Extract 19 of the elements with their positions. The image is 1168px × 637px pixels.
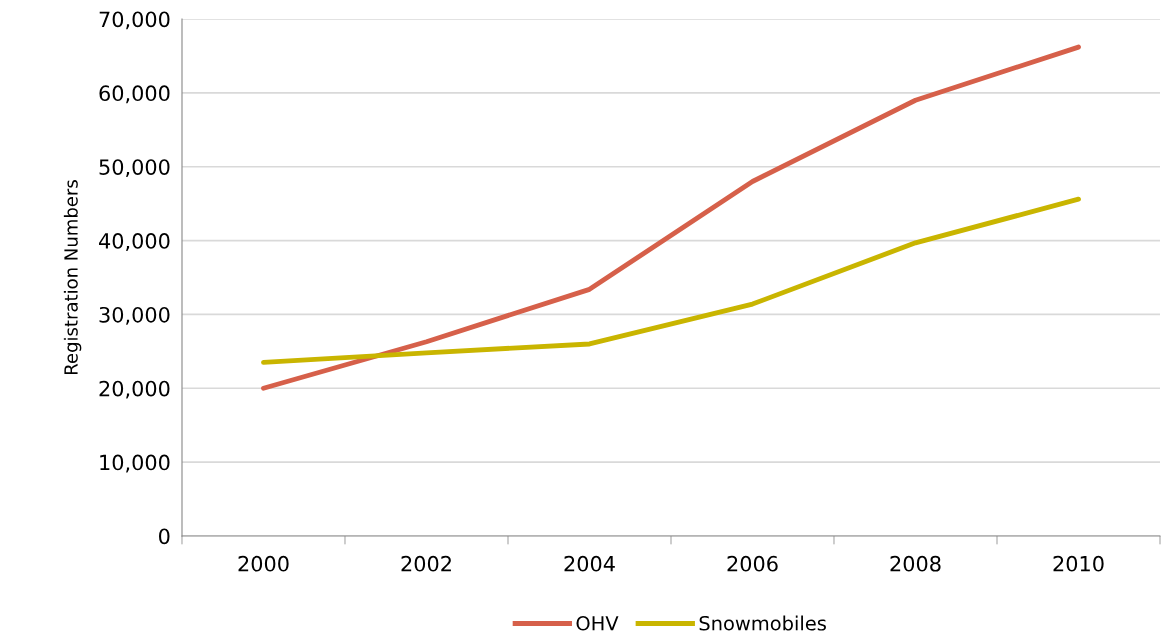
y-tick-label: 20,000	[99, 380, 170, 399]
y-axis-title: Registration Numbers	[63, 180, 82, 375]
y-tick-label: 60,000	[99, 85, 170, 104]
x-tick-label: 2004	[564, 555, 615, 572]
y-tick-label: 30,000	[99, 306, 170, 325]
line-series	[261, 196, 1081, 365]
legend-label: OHV	[576, 615, 619, 631]
x-tick-label: 2000	[238, 555, 289, 572]
x-tick-label: 2010	[1053, 555, 1104, 572]
x-tick-label: 2002	[401, 555, 451, 572]
line-series	[261, 44, 1081, 391]
y-tick-label: 0	[159, 528, 170, 545]
legend-label: Snowmobiles	[699, 615, 826, 631]
x-tick-label: 2008	[890, 555, 941, 572]
y-tick-label: 10,000	[100, 454, 170, 473]
y-tick-label: 40,000	[99, 233, 170, 251]
y-tick-label: 70,000	[99, 11, 170, 30]
x-tick-label: 2006	[727, 555, 778, 572]
y-tick-label: 50,000	[99, 159, 170, 178]
